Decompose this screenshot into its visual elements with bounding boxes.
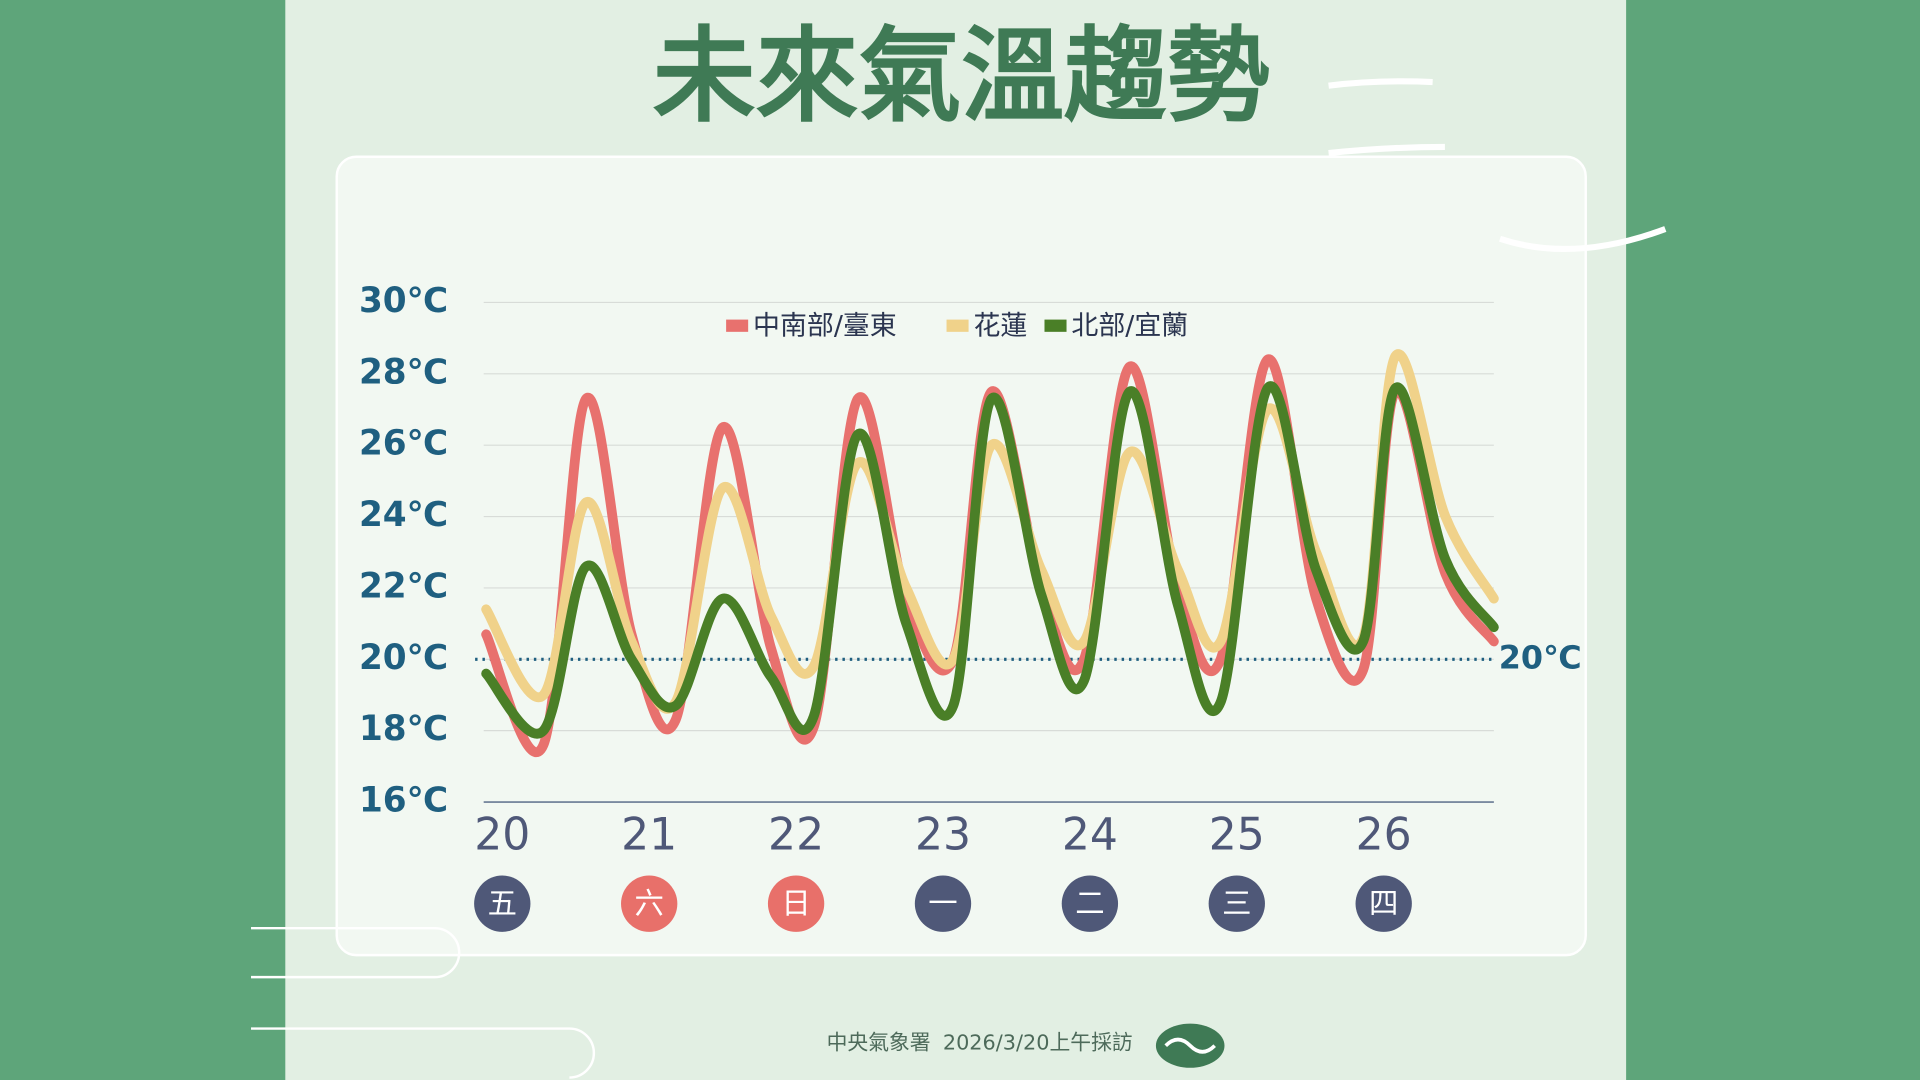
source: 中央氣象署 <box>827 1030 931 1054</box>
x-tick-label: 21 <box>621 810 677 861</box>
weekday-badge <box>1355 875 1412 932</box>
weekday-badge <box>914 875 972 932</box>
x-tick-label: 22 <box>768 810 824 861</box>
y-tick-label: 22℃ <box>359 566 448 606</box>
x-tick-label: 24 <box>1062 810 1118 861</box>
chart-title: 未來氣溫趨勢 <box>653 18 1270 137</box>
weekday-label: 二 <box>1075 886 1104 920</box>
y-tick-label: 20℃ <box>359 638 448 678</box>
y-tick-label: 26℃ <box>359 424 448 464</box>
bird-decor <box>1328 78 1667 253</box>
legend-swatch <box>1044 319 1067 332</box>
legend-label: 北部/宜蘭 <box>1071 310 1188 341</box>
weekday-label: 六 <box>634 886 663 920</box>
weekday-badge <box>767 875 825 932</box>
y-tick-label: 18℃ <box>359 709 448 749</box>
legend-swatch <box>946 319 969 332</box>
x-tick-label: 23 <box>915 810 971 861</box>
x-tick-label: 26 <box>1356 810 1412 861</box>
y-tick-label: 24℃ <box>359 495 448 535</box>
weekday-label: 五 <box>488 886 517 920</box>
weekday-badge <box>1208 875 1265 932</box>
legend-label: 中南部/臺東 <box>753 310 897 341</box>
x-tick-label: 20 <box>474 810 530 861</box>
date-note: 2026/3/20上午採訪 <box>943 1030 1133 1054</box>
weekday-badge <box>621 875 678 932</box>
weekday-badge <box>1061 875 1119 932</box>
series-line <box>481 381 1499 739</box>
legend-swatch <box>726 319 749 332</box>
y-tick-label: 28℃ <box>359 352 448 392</box>
y-tick-label: 30℃ <box>359 281 448 321</box>
cloud-decor <box>251 926 596 1079</box>
weekday-label: 三 <box>1222 886 1251 920</box>
y-tick-label: 16℃ <box>359 781 448 821</box>
weekday-label: 一 <box>928 886 957 920</box>
weekday-label: 四 <box>1369 886 1398 920</box>
logo-mark <box>1164 1037 1216 1054</box>
weekday-badge <box>474 875 531 932</box>
reference-label: 20℃ <box>1499 638 1582 676</box>
weekday-label: 日 <box>781 886 810 920</box>
x-tick-label: 25 <box>1209 810 1265 861</box>
legend-label: 花蓮 <box>973 310 1027 341</box>
